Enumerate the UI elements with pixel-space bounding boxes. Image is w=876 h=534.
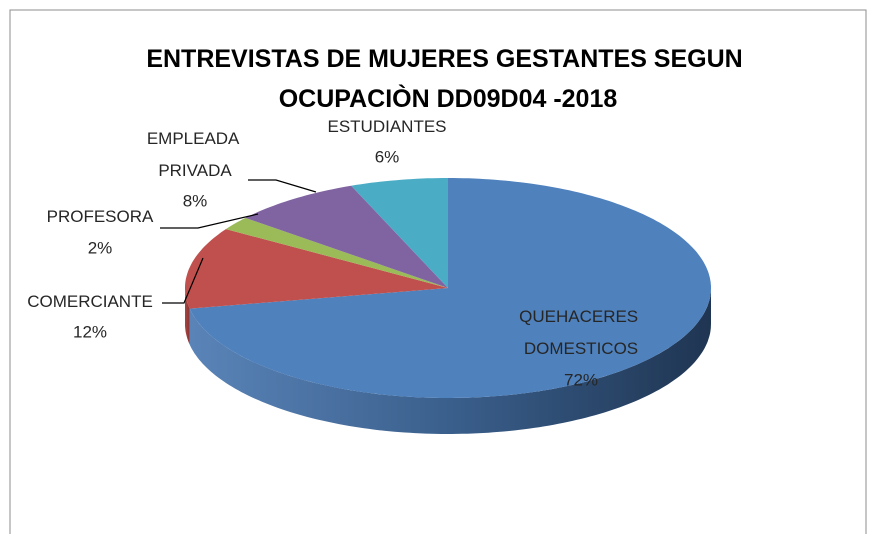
slice-side bbox=[189, 288, 711, 434]
chart-title: ENTREVISTAS DE MUJERES GESTANTES SEGUN O… bbox=[146, 45, 749, 113]
leader-line bbox=[160, 213, 259, 229]
leader-line bbox=[162, 257, 204, 304]
slice-label: ESTUDIANTES bbox=[327, 117, 446, 136]
slice-label: EMPLEADA PRIVADA bbox=[147, 129, 243, 180]
value-label: 12% bbox=[73, 322, 107, 341]
slice bbox=[189, 178, 711, 398]
value-label: 72% bbox=[564, 370, 598, 389]
value-label: 2% bbox=[88, 238, 113, 257]
slice-label: QUEHACERES DOMESTICOS bbox=[519, 307, 643, 358]
slice bbox=[225, 217, 448, 288]
slice bbox=[245, 185, 448, 288]
slice bbox=[185, 229, 448, 309]
value-label: 8% bbox=[183, 191, 208, 210]
pie bbox=[185, 178, 711, 434]
slice bbox=[351, 178, 448, 288]
leader-line bbox=[248, 179, 317, 193]
slice-label: PROFESORA bbox=[47, 207, 154, 226]
slice-label: COMERCIANTE bbox=[27, 292, 153, 311]
value-label: 6% bbox=[375, 147, 400, 166]
slice-side bbox=[185, 288, 190, 345]
